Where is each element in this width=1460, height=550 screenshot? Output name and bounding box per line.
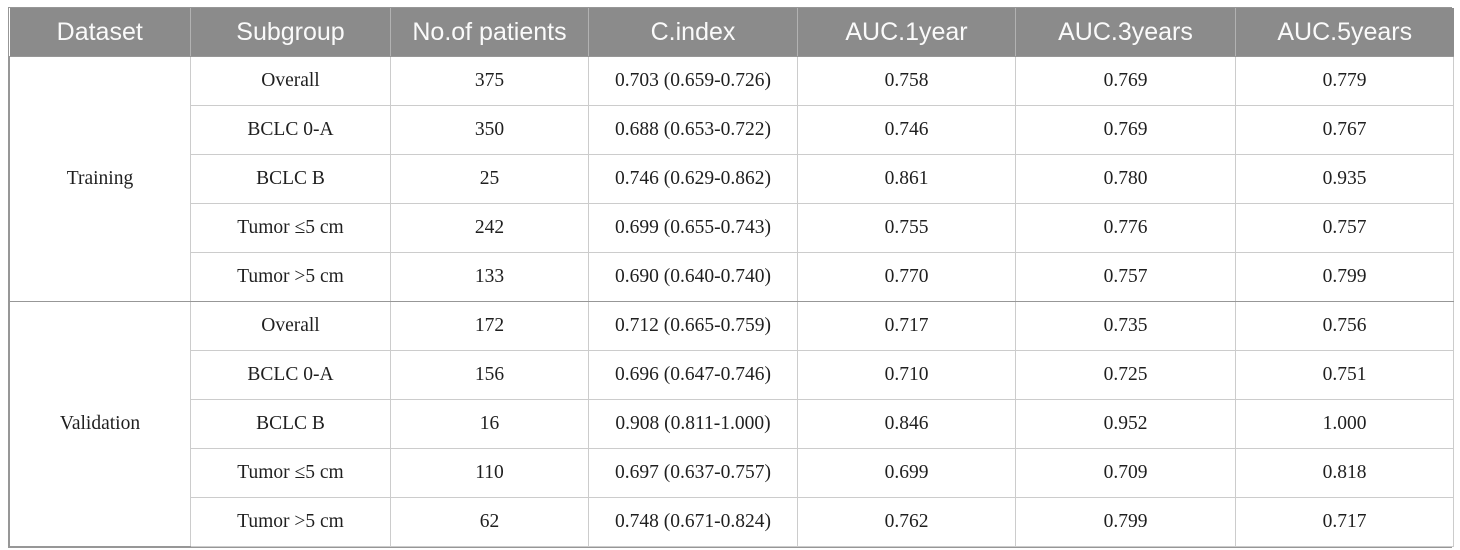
auc-1year-cell: 0.755 bbox=[797, 203, 1016, 253]
patients-cell: 350 bbox=[390, 105, 589, 155]
c-index-cell: 0.688 (0.653-0.722) bbox=[588, 105, 798, 155]
table-row: Tumor ≤5 cm 242 0.699 (0.655-0.743) 0.75… bbox=[10, 203, 1454, 253]
auc-5years-cell: 0.767 bbox=[1235, 105, 1454, 155]
results-table: Dataset Subgroup No.of patients C.index … bbox=[9, 8, 1454, 547]
table-row: Training Overall 375 0.703 (0.659-0.726)… bbox=[9, 56, 1454, 302]
dataset-cell-validation: Validation bbox=[9, 301, 191, 547]
auc-3years-cell: 0.780 bbox=[1015, 154, 1236, 204]
patients-cell: 375 bbox=[390, 56, 589, 106]
c-index-cell: 0.748 (0.671-0.824) bbox=[588, 497, 798, 547]
auc-3years-cell: 0.776 bbox=[1015, 203, 1236, 253]
patients-cell: 172 bbox=[390, 301, 589, 351]
auc-5years-cell: 0.935 bbox=[1235, 154, 1454, 204]
auc-1year-cell: 0.746 bbox=[797, 105, 1016, 155]
auc-1year-cell: 0.861 bbox=[797, 154, 1016, 204]
c-index-cell: 0.690 (0.640-0.740) bbox=[588, 252, 798, 302]
column-header-auc-3years: AUC.3years bbox=[1015, 8, 1236, 57]
subgroup-cell: Overall bbox=[190, 56, 391, 106]
c-index-cell: 0.712 (0.665-0.759) bbox=[588, 301, 798, 351]
auc-1year-cell: 0.770 bbox=[797, 252, 1016, 302]
auc-1year-cell: 0.758 bbox=[797, 56, 1016, 106]
patients-cell: 242 bbox=[390, 203, 589, 253]
subgroup-cell: BCLC B bbox=[190, 154, 391, 204]
patients-cell: 156 bbox=[390, 350, 589, 400]
auc-5years-cell: 0.717 bbox=[1235, 497, 1454, 547]
c-index-cell: 0.699 (0.655-0.743) bbox=[588, 203, 798, 253]
column-header-dataset: Dataset bbox=[9, 8, 191, 57]
c-index-cell: 0.908 (0.811-1.000) bbox=[588, 399, 798, 449]
patients-cell: 62 bbox=[390, 497, 589, 547]
table-row: Tumor ≤5 cm 110 0.697 (0.637-0.757) 0.69… bbox=[10, 448, 1454, 498]
auc-3years-cell: 0.952 bbox=[1015, 399, 1236, 449]
patients-cell: 25 bbox=[390, 154, 589, 204]
column-header-auc-5years: AUC.5years bbox=[1235, 8, 1454, 57]
results-table-container: Dataset Subgroup No.of patients C.index … bbox=[8, 7, 1454, 548]
subgroup-cell: BCLC 0-A bbox=[190, 105, 391, 155]
auc-1year-cell: 0.717 bbox=[797, 301, 1016, 351]
auc-5years-cell: 1.000 bbox=[1235, 399, 1454, 449]
table-row: Validation Overall 172 0.712 (0.665-0.75… bbox=[9, 301, 1454, 547]
auc-3years-cell: 0.725 bbox=[1015, 350, 1236, 400]
table-row: BCLC B 25 0.746 (0.629-0.862) 0.861 0.78… bbox=[10, 154, 1454, 204]
auc-3years-cell: 0.769 bbox=[1015, 105, 1236, 155]
table-row: BCLC 0-A 156 0.696 (0.647-0.746) 0.710 0… bbox=[10, 350, 1454, 400]
column-header-c-index: C.index bbox=[588, 8, 798, 57]
table-body: Training Overall 375 0.703 (0.659-0.726)… bbox=[9, 56, 1454, 547]
auc-3years-cell: 0.709 bbox=[1015, 448, 1236, 498]
patients-cell: 16 bbox=[390, 399, 589, 449]
table-row: BCLC 0-A 350 0.688 (0.653-0.722) 0.746 0… bbox=[10, 105, 1454, 155]
auc-1year-cell: 0.710 bbox=[797, 350, 1016, 400]
auc-5years-cell: 0.818 bbox=[1235, 448, 1454, 498]
auc-1year-cell: 0.846 bbox=[797, 399, 1016, 449]
subgroup-cell: Overall bbox=[190, 301, 391, 351]
c-index-cell: 0.746 (0.629-0.862) bbox=[588, 154, 798, 204]
auc-3years-cell: 0.769 bbox=[1015, 56, 1236, 106]
table-row: Tumor >5 cm 62 0.748 (0.671-0.824) 0.762… bbox=[10, 497, 1454, 547]
c-index-cell: 0.697 (0.637-0.757) bbox=[588, 448, 798, 498]
column-header-no-of-patients: No.of patients bbox=[390, 8, 589, 57]
table-header: Dataset Subgroup No.of patients C.index … bbox=[9, 8, 1454, 57]
table-row: BCLC B 16 0.908 (0.811-1.000) 0.846 0.95… bbox=[10, 399, 1454, 449]
c-index-cell: 0.703 (0.659-0.726) bbox=[588, 56, 798, 106]
subgroup-cell: BCLC B bbox=[190, 399, 391, 449]
patients-cell: 110 bbox=[390, 448, 589, 498]
auc-5years-cell: 0.779 bbox=[1235, 56, 1454, 106]
auc-3years-cell: 0.735 bbox=[1015, 301, 1236, 351]
auc-5years-cell: 0.757 bbox=[1235, 203, 1454, 253]
auc-1year-cell: 0.762 bbox=[797, 497, 1016, 547]
subgroup-cell: BCLC 0-A bbox=[190, 350, 391, 400]
c-index-cell: 0.696 (0.647-0.746) bbox=[588, 350, 798, 400]
dataset-cell-training: Training bbox=[9, 56, 191, 302]
auc-1year-cell: 0.699 bbox=[797, 448, 1016, 498]
subgroup-cell: Tumor >5 cm bbox=[190, 252, 391, 302]
auc-3years-cell: 0.757 bbox=[1015, 252, 1236, 302]
subgroup-cell: Tumor ≤5 cm bbox=[190, 448, 391, 498]
column-header-auc-1year: AUC.1year bbox=[797, 8, 1016, 57]
auc-5years-cell: 0.751 bbox=[1235, 350, 1454, 400]
header-row: Dataset Subgroup No.of patients C.index … bbox=[9, 8, 1454, 57]
auc-5years-cell: 0.799 bbox=[1235, 252, 1454, 302]
auc-3years-cell: 0.799 bbox=[1015, 497, 1236, 547]
column-header-subgroup: Subgroup bbox=[190, 8, 391, 57]
table-row: Tumor >5 cm 133 0.690 (0.640-0.740) 0.77… bbox=[10, 252, 1454, 302]
subgroup-cell: Tumor ≤5 cm bbox=[190, 203, 391, 253]
subgroup-cell: Tumor >5 cm bbox=[190, 497, 391, 547]
auc-5years-cell: 0.756 bbox=[1235, 301, 1454, 351]
patients-cell: 133 bbox=[390, 252, 589, 302]
